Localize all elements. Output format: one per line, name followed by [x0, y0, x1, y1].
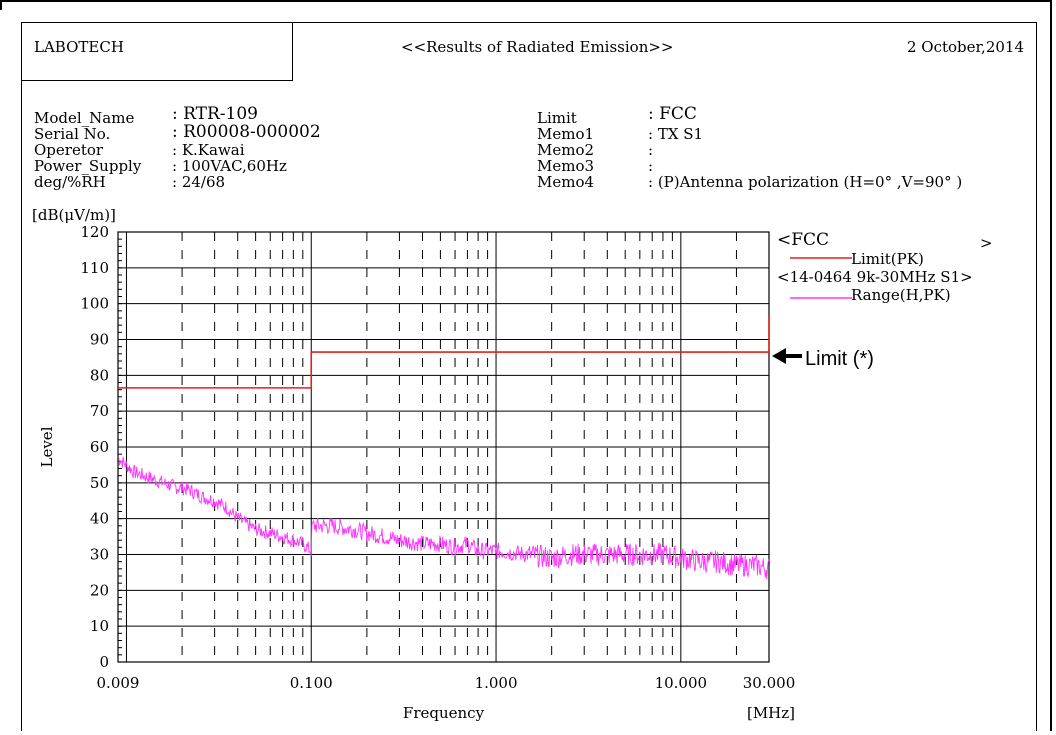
- limit-line: [118, 316, 770, 389]
- legend-range-label: Range(H,PK): [851, 286, 951, 304]
- model-name-value: : RTR-109: [172, 104, 258, 124]
- plot-frame: [117, 231, 770, 663]
- serial-label: Serial No.: [34, 125, 111, 143]
- report-title: <<Results of Radiated Emission>>: [401, 38, 674, 56]
- y-tick-label: 120: [80, 223, 109, 241]
- power-supply-value: : 100VAC,60Hz: [172, 157, 287, 175]
- measured-trace: [117, 456, 770, 580]
- memo3-value: :: [648, 157, 654, 175]
- operator-label: Operetor: [34, 141, 104, 159]
- y-tick-label: 100: [80, 295, 109, 313]
- y-axis-label: Level: [38, 426, 56, 467]
- y-tick-label: 80: [90, 366, 109, 384]
- report-page: LABOTECH <<Results of Radiated Emission>…: [21, 22, 1037, 731]
- limit-value: : FCC: [648, 104, 697, 124]
- memo2-label: Memo2: [537, 141, 595, 159]
- y-tick-label: 20: [90, 581, 109, 599]
- x-axis-label: Frequency: [403, 704, 485, 722]
- y-tick-label: 0: [99, 653, 109, 671]
- y-tick-label: 40: [90, 510, 109, 528]
- frame-corner-mark: [0, 0, 2, 10]
- operator-value: : K.Kawai: [172, 141, 245, 159]
- limit-annotation: Limit (*): [805, 348, 874, 370]
- grid-lines: [118, 231, 769, 663]
- temp-humidity-label: deg/%RH: [34, 173, 106, 191]
- legend-group-close: >: [980, 234, 993, 252]
- memo4-value: : (P)Antenna polarization (H=0° ,V=90° ): [648, 173, 963, 191]
- y-tick-label: 30: [90, 546, 109, 564]
- x-unit-label: [MHz]: [747, 704, 795, 722]
- memo3-label: Memo3: [537, 157, 595, 175]
- y-tick-label: 110: [80, 259, 109, 277]
- memo1-label: Memo1: [537, 125, 595, 143]
- y-tick-label: 60: [90, 438, 109, 456]
- x-tick-label: 30.000: [743, 674, 796, 692]
- legend-run-header: <14-0464 9k-30MHz S1>: [777, 268, 973, 286]
- y-unit-label: [dB(μV/m)]: [32, 206, 116, 224]
- legend-limit-label: Limit(PK): [851, 250, 924, 268]
- memo1-value: : TX S1: [648, 125, 704, 143]
- company-box: [22, 23, 293, 81]
- memo2-value: :: [648, 141, 654, 159]
- x-tick-label: 10.000: [655, 674, 708, 692]
- annotation-arrow-head: [772, 348, 786, 364]
- company-name: LABOTECH: [34, 38, 124, 56]
- serial-value: : R00008-000002: [172, 122, 321, 142]
- y-tick-label: 70: [90, 402, 109, 420]
- report-date: 2 October,2014: [906, 38, 1024, 56]
- power-supply-label: Power_Supply: [34, 157, 142, 175]
- x-tick-label: 0.009: [97, 674, 140, 692]
- x-tick-label: 0.100: [290, 674, 333, 692]
- y-tick-label: 50: [90, 474, 109, 492]
- limit-label: Limit: [537, 109, 577, 127]
- memo4-label: Memo4: [537, 173, 595, 191]
- x-tick-label: 1.000: [475, 674, 518, 692]
- legend-group-open: <FCC: [777, 230, 830, 250]
- y-tick-label: 90: [90, 331, 109, 349]
- temp-humidity-value: : 24/68: [172, 173, 226, 191]
- model-name-label: Model_Name: [34, 109, 135, 127]
- y-tick-label: 10: [90, 617, 109, 635]
